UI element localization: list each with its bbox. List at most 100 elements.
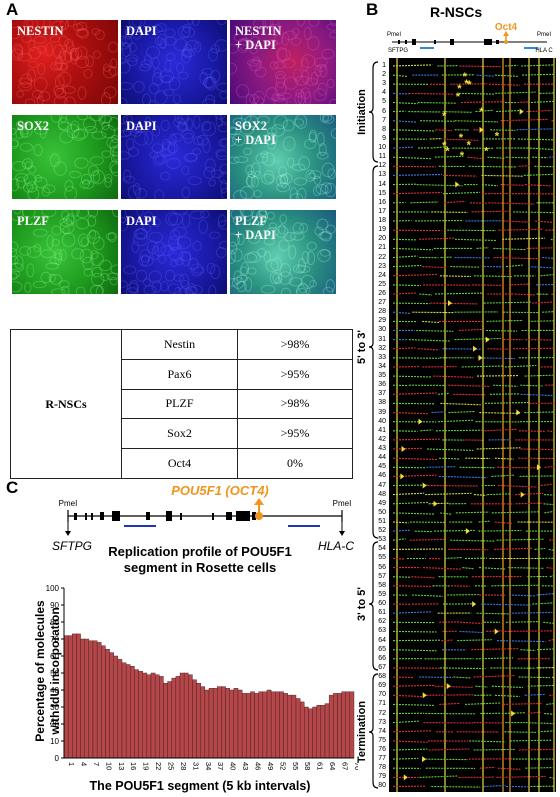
fiber-segment — [457, 639, 492, 642]
fiber-segment — [409, 538, 446, 541]
fiber-segment — [415, 219, 464, 222]
fiber-segment — [537, 648, 555, 651]
fiber-segment — [472, 284, 506, 286]
fiber-segment — [426, 694, 475, 696]
fiber-segment — [546, 702, 555, 705]
fiber-segment — [439, 275, 471, 278]
fiber-segment — [419, 237, 455, 240]
fiber-segment — [476, 74, 495, 77]
b-left-gene: SFTPG — [388, 48, 408, 54]
bar — [63, 635, 69, 759]
fiber-segment — [392, 576, 411, 578]
fiber-segment — [476, 447, 521, 450]
fiber-segment — [422, 320, 440, 324]
fiber-row-number: 67 — [378, 663, 386, 671]
fiber-row-number: 5 — [382, 98, 386, 106]
marker-row: Sox2 >95% — [11, 418, 353, 450]
fiber-row-number: 18 — [378, 217, 386, 225]
fiber-segment — [453, 676, 472, 679]
bar — [233, 688, 239, 759]
left-site-label: PmeI — [59, 499, 78, 508]
initiation-asterisk: * — [459, 132, 464, 144]
fiber-segment — [439, 702, 461, 705]
fiber-segment — [503, 702, 542, 705]
bar — [345, 691, 351, 759]
y-tick-label: 90 — [50, 601, 59, 610]
fiber-segment — [461, 365, 504, 368]
fiber-segment — [544, 712, 555, 715]
fiber-segment — [422, 266, 446, 269]
fiber-row-number: 59 — [378, 590, 386, 598]
fiber-segment — [504, 364, 537, 368]
fiber-segment — [496, 538, 544, 541]
fiber-segment — [459, 65, 501, 68]
fiber-segment — [524, 411, 555, 414]
fiber-row-number: 75 — [378, 736, 386, 744]
fiber-segment — [392, 694, 423, 698]
fiber-segment — [471, 210, 509, 213]
origin-arrowhead — [401, 446, 406, 453]
fiber-segment — [528, 320, 555, 322]
fiber-segment — [515, 502, 543, 505]
marker-row: Oct4 0% — [11, 448, 353, 479]
fiber-segment — [471, 648, 520, 651]
marker-row: PLZF >98% — [11, 388, 353, 420]
fiber-segment — [543, 503, 555, 506]
origin-arrowhead — [485, 336, 490, 343]
bar — [229, 689, 235, 759]
marker-table: R-NSCs Nestin >98% Pax6 >95% PLZF >98% Sox2 >95%… — [10, 329, 353, 479]
section-5to3: 5' to 3' — [356, 330, 368, 364]
section-3to5: 3' to 5' — [356, 587, 368, 621]
fiber-segment — [494, 74, 519, 77]
fiber-segment — [508, 567, 544, 569]
origin-arrowhead — [479, 126, 484, 133]
micrograph-9: PLZF + DAPI — [230, 210, 336, 294]
fiber-segment — [522, 73, 555, 76]
group-label: R-NSCs — [10, 329, 122, 479]
fiber-row-number: 41 — [378, 426, 386, 434]
bar — [192, 679, 197, 759]
fiber-row-number: 45 — [378, 463, 386, 471]
fiber-segment — [518, 430, 545, 432]
fiber-segment — [392, 447, 423, 450]
b-left-site: PmeI — [387, 32, 401, 38]
fiber-segment — [527, 684, 555, 687]
fiber-segment — [479, 766, 496, 769]
fiber-segment — [486, 319, 523, 322]
fiber-segment — [450, 539, 495, 542]
fiber-segment — [419, 775, 458, 778]
fiber-segment — [392, 101, 418, 105]
bar — [299, 701, 305, 759]
fiber-segment — [525, 767, 553, 769]
fiber-segment — [433, 375, 474, 378]
section-termination: Termination — [356, 700, 368, 764]
initiation-asterisk: * — [442, 140, 447, 152]
fiber-row-number: 29 — [378, 317, 386, 325]
fiber-segment — [460, 621, 484, 625]
fiber-segment — [544, 465, 555, 468]
fiber-segment — [548, 638, 555, 642]
micrograph-label: SOX2 — [17, 119, 49, 133]
gene-exons — [74, 511, 256, 521]
fiber-segment — [392, 255, 418, 259]
fiber-segment — [426, 466, 456, 468]
fiber-segment — [427, 484, 478, 487]
fiber-segment — [392, 529, 411, 532]
fiber-segment — [532, 156, 548, 159]
origin-arrowhead — [511, 710, 516, 717]
b-right-site: PmeI — [537, 32, 551, 38]
fiber-segment — [497, 466, 541, 469]
y-tick-label: 60 — [50, 652, 59, 661]
origin-arrowhead — [465, 528, 470, 535]
fiber-segment — [524, 184, 552, 187]
chart-title-line1: Replication profile of POU5F1 — [108, 544, 292, 559]
fiber-segment — [540, 273, 555, 277]
bar — [308, 708, 313, 759]
fiber-row-number: 79 — [378, 773, 386, 781]
origin-arrowhead — [447, 300, 452, 307]
x-tick-label: 7 — [92, 762, 101, 766]
fiber-row-number: 66 — [378, 654, 386, 662]
fiber-row-number: 52 — [378, 527, 386, 535]
fiber-segment — [510, 739, 552, 742]
fiber-segment — [434, 685, 474, 688]
